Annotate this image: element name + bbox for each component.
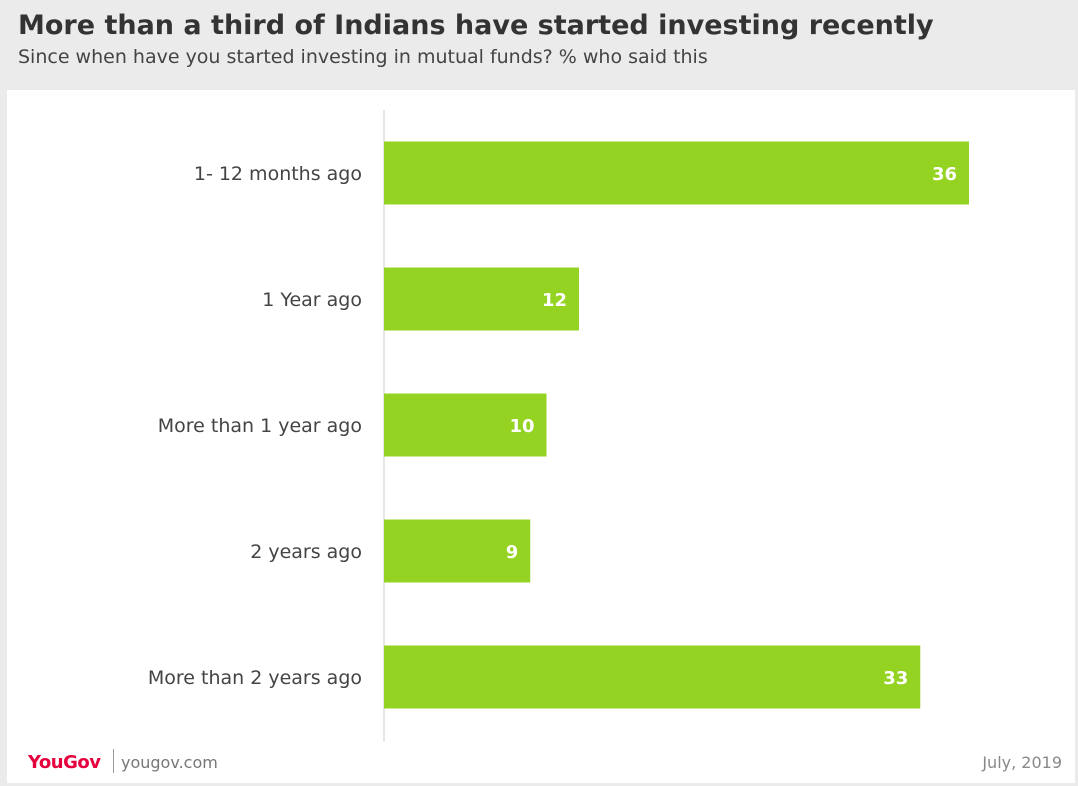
data-label: 12: [542, 290, 567, 311]
category-label: More than 2 years ago: [148, 667, 362, 689]
yougov-logo: YouGov: [28, 752, 101, 773]
bar: [384, 393, 547, 457]
footer-date: July, 2019: [982, 753, 1062, 772]
category-label: 1- 12 months ago: [194, 163, 362, 185]
chart-title: More than a third of Indians have starte…: [18, 10, 934, 41]
data-label: 33: [883, 668, 908, 689]
bar-chart: 1- 12 months ago 36 1 Year ago 12 More than …: [148, 110, 969, 742]
bar: [384, 519, 531, 583]
chart-subtitle: Since when have you started investing in…: [18, 46, 708, 68]
footer-url: yougov.com: [121, 753, 218, 772]
category-label: More than 1 year ago: [158, 415, 362, 437]
data-label: 36: [932, 164, 957, 185]
chart-header: More than a third of Indians have starte…: [0, 0, 1078, 88]
category-label: 2 years ago: [250, 541, 362, 563]
bar: [384, 141, 969, 205]
bar: [384, 267, 579, 331]
data-label: 9: [506, 542, 519, 563]
chart-panel: 1- 12 months ago 36 1 Year ago 12 More than …: [7, 90, 1075, 783]
data-label: 10: [509, 416, 534, 437]
bar: [384, 645, 921, 709]
category-label: 1 Year ago: [262, 289, 362, 311]
footer-divider: [113, 749, 114, 773]
